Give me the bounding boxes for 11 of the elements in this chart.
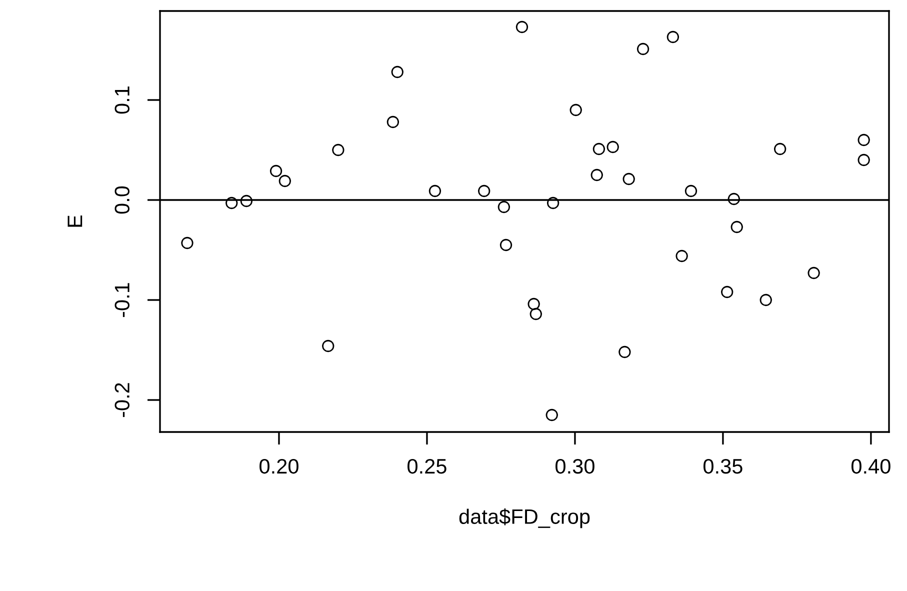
y-tick-label: 0.0: [114, 186, 130, 214]
x-tick-label: 0.25: [408, 458, 446, 474]
y-tick-label: -0.1: [114, 283, 130, 318]
x-axis-title: data$FD_crop: [459, 508, 590, 528]
x-tick-label: 0.40: [851, 458, 890, 474]
x-tick-label: 0.20: [260, 458, 298, 474]
x-tick-label: 0.30: [556, 458, 594, 474]
x-tick-label: 0.35: [703, 458, 742, 474]
y-tick-label: 0.1: [114, 86, 130, 114]
y-axis-title: E: [68, 215, 82, 227]
y-tick-label: -0.2: [114, 383, 130, 418]
